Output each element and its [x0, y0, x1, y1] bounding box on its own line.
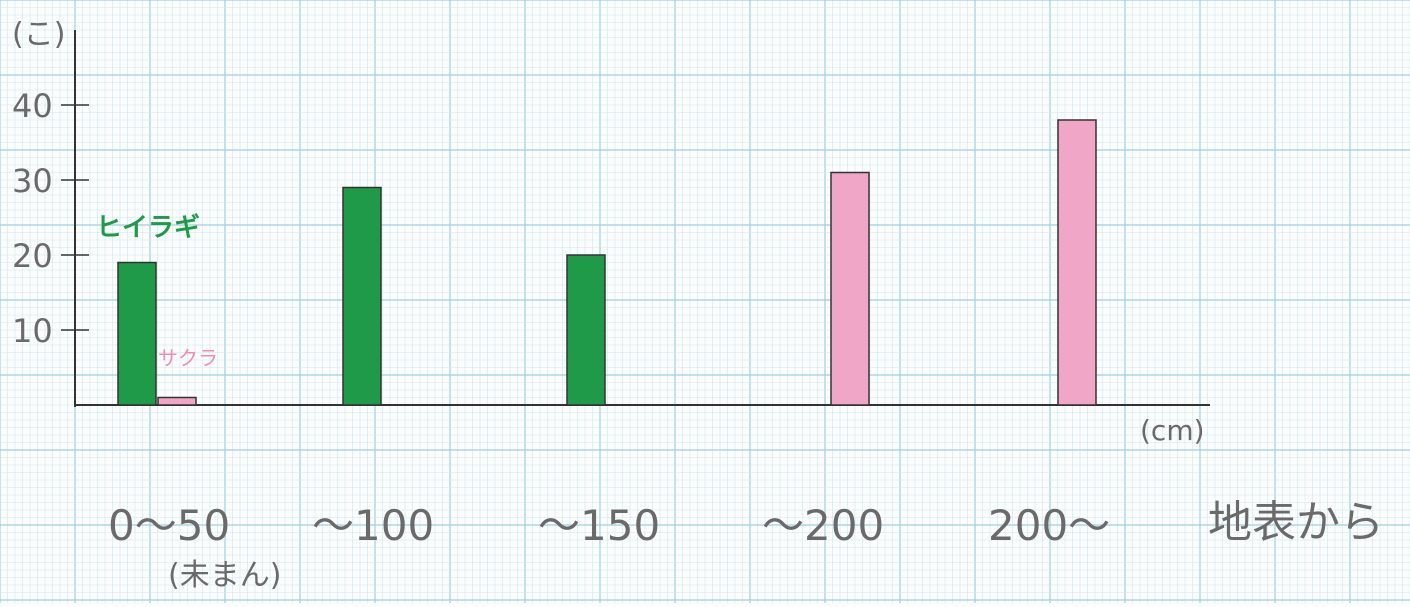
axes: 10 20 30 40 [12, 30, 1210, 407]
x-category-label: 〜200 [762, 501, 884, 550]
bar-sakura-3 [830, 171, 870, 406]
bar-sakura-0 [157, 396, 197, 406]
x-axis-unit-label: (cm) [1140, 414, 1205, 447]
bar-hiiragi-2 [566, 254, 606, 406]
y-tick-label: 40 [12, 87, 53, 125]
x-category-sublabel: (未まん) [168, 558, 281, 593]
x-category-label: 〜150 [538, 501, 660, 550]
y-axis-label: (こ) [12, 17, 65, 52]
bar-hiiragi-0 [117, 261, 157, 406]
x-category-label: 〜100 [312, 501, 434, 550]
y-tick-label: 10 [12, 312, 53, 350]
x-category-label: 200〜 [988, 501, 1110, 550]
bar-hiiragi-1 [342, 186, 382, 406]
bar-sakura-4 [1057, 119, 1097, 406]
series-label-sakura: サクラ [158, 346, 218, 370]
series-label-hiiragi: ヒイラギ [96, 213, 200, 243]
y-tick-label: 20 [12, 237, 53, 275]
x-axis-caption: 地表から [1208, 497, 1384, 548]
labels: (こ) (cm) 地表から ヒイラギ サクラ 0〜50 〜100 〜150 〜200 2… [12, 17, 1384, 593]
bars [117, 119, 1097, 406]
y-tick-label: 30 [12, 162, 53, 200]
x-category-label: 0〜50 [108, 501, 230, 550]
